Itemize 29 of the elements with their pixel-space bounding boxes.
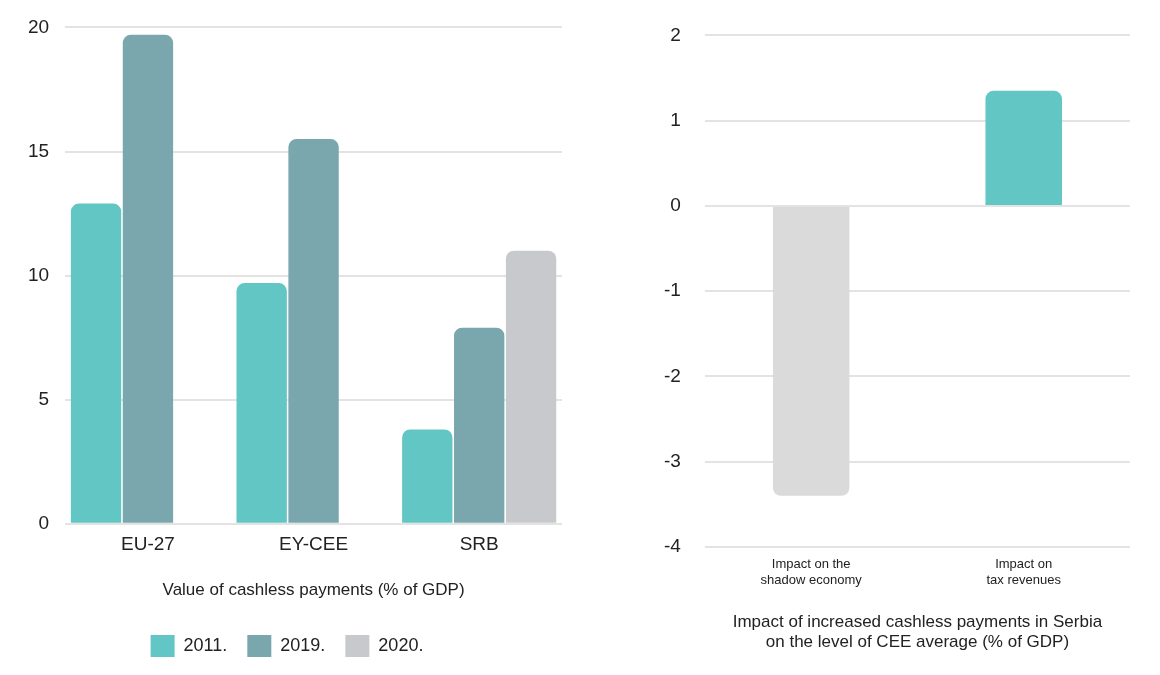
bar [70,203,122,523]
legend-label: 2011. [183,634,228,655]
y-tick-label: -3 [663,449,681,471]
x-tick-label: SRB [459,533,499,555]
x-tick-label: Impact on the shadow economy [760,556,863,587]
y-tick-label: -2 [663,364,681,386]
y-tick-label: 20 [27,15,50,37]
y-tick-label: 1 [670,108,681,130]
y-tick-label: 2 [670,23,681,45]
y-tick-label: 0 [38,512,50,534]
x-tick-label: Impact on tax revenues [986,556,1062,587]
bar [454,327,505,523]
bar [236,283,287,523]
x-tick-label: EY-CEE [279,533,349,555]
y-tick-label: 15 [27,139,50,161]
bar [505,250,557,523]
x-tick-label: EU-27 [121,533,175,555]
bar [288,139,339,523]
bar [402,429,453,523]
legend-label: 2019. [280,634,326,655]
x-axis-title: Value of cashless payments (% of GDP) [162,580,465,600]
y-tick-label: -4 [663,535,682,557]
x-axis-title: Impact of increased cashless payments in Serbia on the level of CEE average (% of GDP) [732,612,1103,652]
y-tick-label: 0 [670,194,681,216]
y-tick-label: 10 [27,263,50,285]
y-tick-label: 5 [38,387,50,409]
bar [122,34,174,523]
y-tick-label: -1 [663,279,681,301]
legend-label: 2020. [378,634,424,655]
